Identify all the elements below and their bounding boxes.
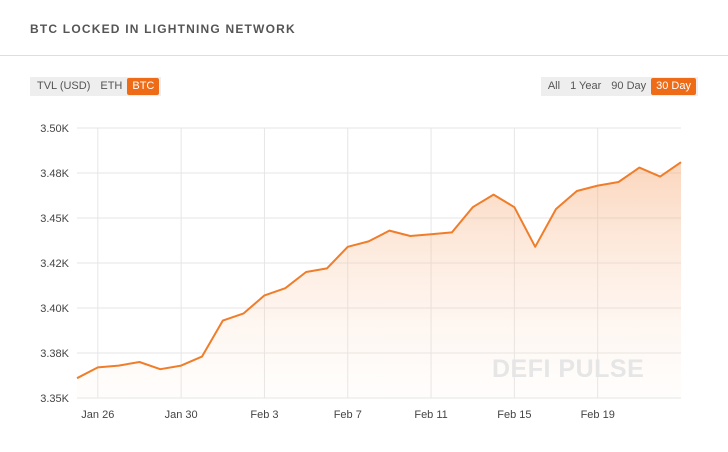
data-point xyxy=(513,206,515,208)
data-point xyxy=(159,368,161,370)
y-tick-label: 3.38K xyxy=(40,348,69,360)
data-point xyxy=(388,230,390,232)
data-point xyxy=(555,208,557,210)
x-tick-label: Jan 30 xyxy=(165,409,198,421)
range-toggle: All 1 Year 90 Day 30 Day xyxy=(540,77,698,96)
data-point xyxy=(118,365,120,367)
data-point xyxy=(451,231,453,233)
y-tick-label: 3.42K xyxy=(40,258,69,270)
defi-pulse-watermark: DEFI PULSE xyxy=(492,355,644,383)
range-1-year-button[interactable]: 1 Year xyxy=(565,78,606,95)
currency-btc-button[interactable]: BTC xyxy=(127,78,160,95)
x-tick-label: Jan 26 xyxy=(81,409,114,421)
y-tick-label: 3.48K xyxy=(40,168,69,180)
data-point xyxy=(305,271,307,273)
y-axis-tick-labels: 3.35K 3.38K 3.40K 3.42K 3.45K 3.48K 3.50K xyxy=(40,123,69,405)
x-tick-label: Feb 7 xyxy=(334,409,362,421)
data-point xyxy=(493,194,495,196)
chart-title: BTC LOCKED IN LIGHTNING NETWORK xyxy=(30,22,296,36)
range-all-button[interactable]: All xyxy=(543,78,565,95)
data-point xyxy=(430,233,432,235)
data-point xyxy=(222,320,224,322)
y-tick-label: 3.40K xyxy=(40,303,69,315)
currency-eth-button[interactable]: ETH xyxy=(95,78,127,95)
data-point xyxy=(638,167,640,169)
data-point xyxy=(138,361,140,363)
data-point xyxy=(472,206,474,208)
data-point xyxy=(576,190,578,192)
data-point xyxy=(180,365,182,367)
currency-tvl-usd-button[interactable]: TVL (USD) xyxy=(32,78,95,95)
data-point xyxy=(326,267,328,269)
data-point xyxy=(243,312,245,314)
chart-header: BTC LOCKED IN LIGHTNING NETWORK xyxy=(0,0,728,56)
x-axis-tick-labels: Jan 26 Jan 30 Feb 3 Feb 7 Feb 11 Feb 15 Feb 19 xyxy=(81,409,615,421)
data-point xyxy=(368,240,370,242)
range-90-day-button[interactable]: 90 Day xyxy=(606,78,651,95)
data-point xyxy=(201,356,203,358)
x-tick-label: Feb 11 xyxy=(414,409,447,421)
y-tick-label: 3.45K xyxy=(40,213,69,225)
x-tick-label: Feb 15 xyxy=(497,409,531,421)
data-point xyxy=(76,377,78,379)
data-point xyxy=(597,185,599,187)
data-point xyxy=(97,366,99,368)
data-point xyxy=(680,161,682,163)
series-area-fill xyxy=(77,162,681,398)
currency-toggle: TVL (USD) ETH BTC xyxy=(30,77,162,96)
data-point xyxy=(618,181,620,183)
data-point xyxy=(347,246,349,248)
series-line xyxy=(76,161,682,380)
data-point xyxy=(263,294,265,296)
data-point xyxy=(659,176,661,178)
data-point xyxy=(534,246,536,248)
data-point xyxy=(409,235,411,237)
data-point xyxy=(284,287,286,289)
x-tick-label: Feb 19 xyxy=(581,409,615,421)
y-tick-label: 3.35K xyxy=(40,393,69,405)
x-tick-label: Feb 3 xyxy=(250,409,278,421)
y-tick-label: 3.50K xyxy=(40,123,69,135)
range-30-day-button[interactable]: 30 Day xyxy=(651,78,696,95)
